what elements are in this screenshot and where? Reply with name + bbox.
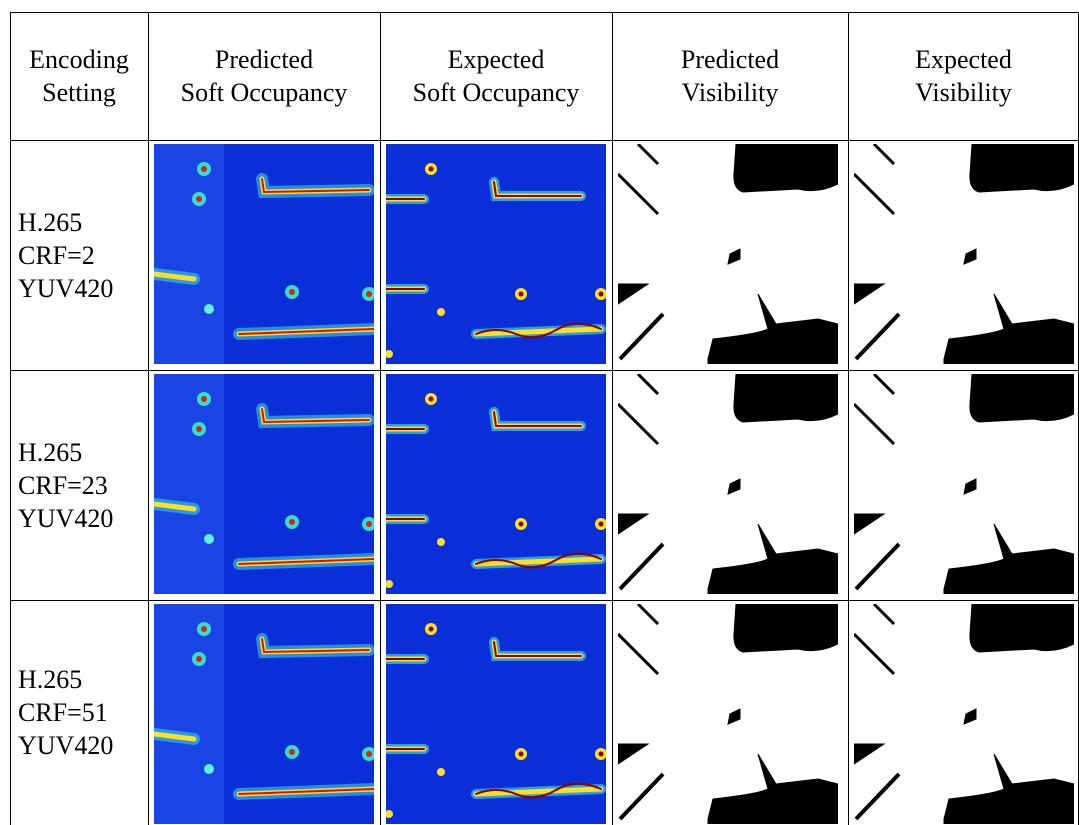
shape bbox=[734, 604, 838, 652]
visibility-mask bbox=[854, 374, 1074, 594]
shape bbox=[196, 426, 202, 432]
text-line: Visibility bbox=[915, 76, 1012, 109]
rule bbox=[10, 140, 1079, 141]
text-line: YUV420 bbox=[18, 272, 113, 305]
text-line: Encoding bbox=[29, 43, 129, 76]
visibility-mask bbox=[854, 604, 1074, 824]
shape bbox=[734, 144, 838, 192]
shape bbox=[204, 304, 214, 314]
shape bbox=[429, 167, 434, 172]
shape bbox=[366, 521, 372, 527]
text-line: Visibility bbox=[682, 76, 779, 109]
rule bbox=[10, 370, 1079, 371]
shape bbox=[204, 764, 214, 774]
shape bbox=[289, 519, 295, 525]
shape bbox=[366, 751, 372, 757]
text-line: CRF=51 bbox=[18, 696, 108, 729]
header-cell: ExpectedVisibility bbox=[848, 12, 1079, 140]
shape bbox=[289, 289, 295, 295]
text-line: H.265 bbox=[18, 206, 82, 239]
shape bbox=[599, 522, 604, 527]
shape bbox=[437, 768, 445, 776]
shape bbox=[204, 534, 214, 544]
shape bbox=[196, 196, 202, 202]
shape bbox=[519, 752, 524, 757]
shape bbox=[519, 292, 524, 297]
heatmap bbox=[386, 144, 606, 364]
visibility-mask bbox=[854, 144, 1074, 364]
text-line: Predicted bbox=[215, 43, 313, 76]
text-line: CRF=23 bbox=[18, 469, 108, 502]
header-cell: ExpectedSoft Occupancy bbox=[380, 12, 612, 140]
visibility-mask bbox=[618, 144, 838, 364]
shape bbox=[437, 538, 445, 546]
shape bbox=[366, 291, 372, 297]
heatmap bbox=[154, 374, 374, 594]
haze bbox=[154, 604, 224, 824]
shape bbox=[429, 397, 434, 402]
shape bbox=[201, 166, 207, 172]
text-line: Expected bbox=[448, 43, 545, 76]
haze bbox=[154, 144, 224, 364]
figure-table: EncodingSettingPredictedSoft OccupancyEx… bbox=[0, 0, 1079, 825]
shape bbox=[289, 749, 295, 755]
shape bbox=[429, 627, 434, 632]
rule bbox=[10, 600, 1079, 601]
shape bbox=[599, 752, 604, 757]
shape bbox=[196, 656, 202, 662]
text-line: Predicted bbox=[681, 43, 779, 76]
shape bbox=[970, 374, 1074, 422]
text-line: Setting bbox=[42, 76, 116, 109]
text-line: Soft Occupancy bbox=[413, 76, 580, 109]
shape bbox=[519, 522, 524, 527]
shape bbox=[970, 604, 1074, 652]
heatmap bbox=[386, 374, 606, 594]
visibility-mask bbox=[618, 604, 838, 824]
visibility-mask bbox=[618, 374, 838, 594]
shape bbox=[201, 396, 207, 402]
text-line: Expected bbox=[915, 43, 1012, 76]
text-line: Soft Occupancy bbox=[181, 76, 348, 109]
text-line: CRF=2 bbox=[18, 239, 95, 272]
text-line: H.265 bbox=[18, 663, 82, 696]
heatmap bbox=[154, 604, 374, 824]
shape bbox=[201, 626, 207, 632]
shape bbox=[734, 374, 838, 422]
heatmap bbox=[386, 604, 606, 824]
header-cell: PredictedSoft Occupancy bbox=[148, 12, 380, 140]
heatmap bbox=[154, 144, 374, 364]
text-line: YUV420 bbox=[18, 502, 113, 535]
text-line: H.265 bbox=[18, 436, 82, 469]
shape bbox=[599, 292, 604, 297]
shape bbox=[437, 308, 445, 316]
text-line: YUV420 bbox=[18, 729, 113, 762]
haze bbox=[154, 374, 224, 594]
shape bbox=[970, 144, 1074, 192]
